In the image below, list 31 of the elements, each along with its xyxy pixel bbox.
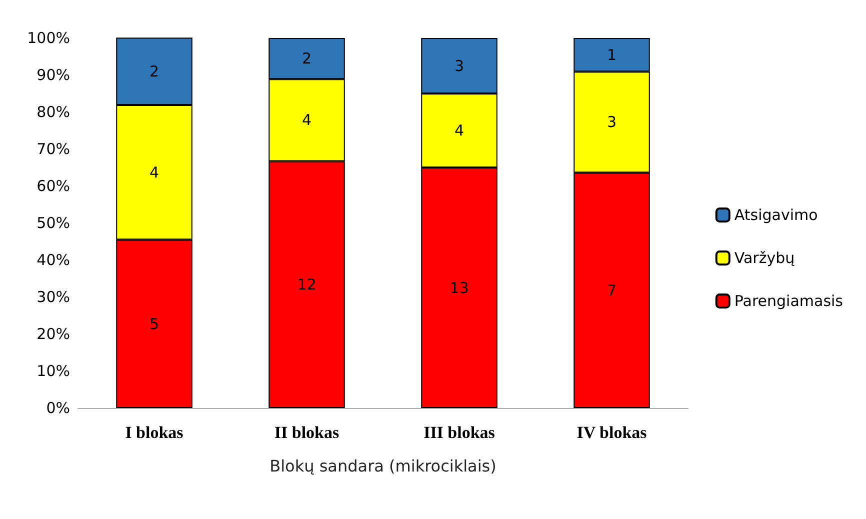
y-tick-label: 70% <box>36 140 70 158</box>
y-tick-label: 90% <box>36 66 70 84</box>
annotation: 12 <box>297 276 316 294</box>
x-tick-label: II blokas <box>274 423 340 442</box>
annotation: 1 <box>606 46 617 64</box>
legend-label: Parengiamasis <box>734 292 844 310</box>
annotation: 4 <box>149 163 160 182</box>
y-tick-label: 40% <box>36 251 70 269</box>
annotation: 3 <box>454 56 464 75</box>
legend-label: Atsigavimo <box>734 206 818 224</box>
annotation: 3 <box>606 113 617 132</box>
annotation: 2 <box>149 62 160 80</box>
x-tick-label: IV blokas <box>576 423 648 442</box>
y-tick-label: 50% <box>36 214 70 232</box>
annotation: 4 <box>302 111 312 130</box>
annotation: 13 <box>450 278 469 297</box>
x-tick-label: III blokas <box>424 423 496 442</box>
x-axis-title: Blokų sandara (mikrociklais) <box>270 456 496 476</box>
y-tick-label: 10% <box>36 362 70 380</box>
annotation: 4 <box>454 122 464 140</box>
y-tick-label: 80% <box>36 103 70 121</box>
y-tick-label: 0% <box>46 399 70 417</box>
x-tick-label: I blokas <box>125 423 184 442</box>
y-tick-label: 20% <box>36 325 70 343</box>
annotation: 7 <box>606 281 617 300</box>
annotation: 5 <box>149 314 160 333</box>
legend-label: Varžybų <box>734 249 796 267</box>
y-tick-label: 100% <box>27 29 70 47</box>
y-tick-label: 60% <box>36 177 70 195</box>
y-tick-label: 30% <box>36 288 70 306</box>
annotation: 2 <box>302 50 312 68</box>
